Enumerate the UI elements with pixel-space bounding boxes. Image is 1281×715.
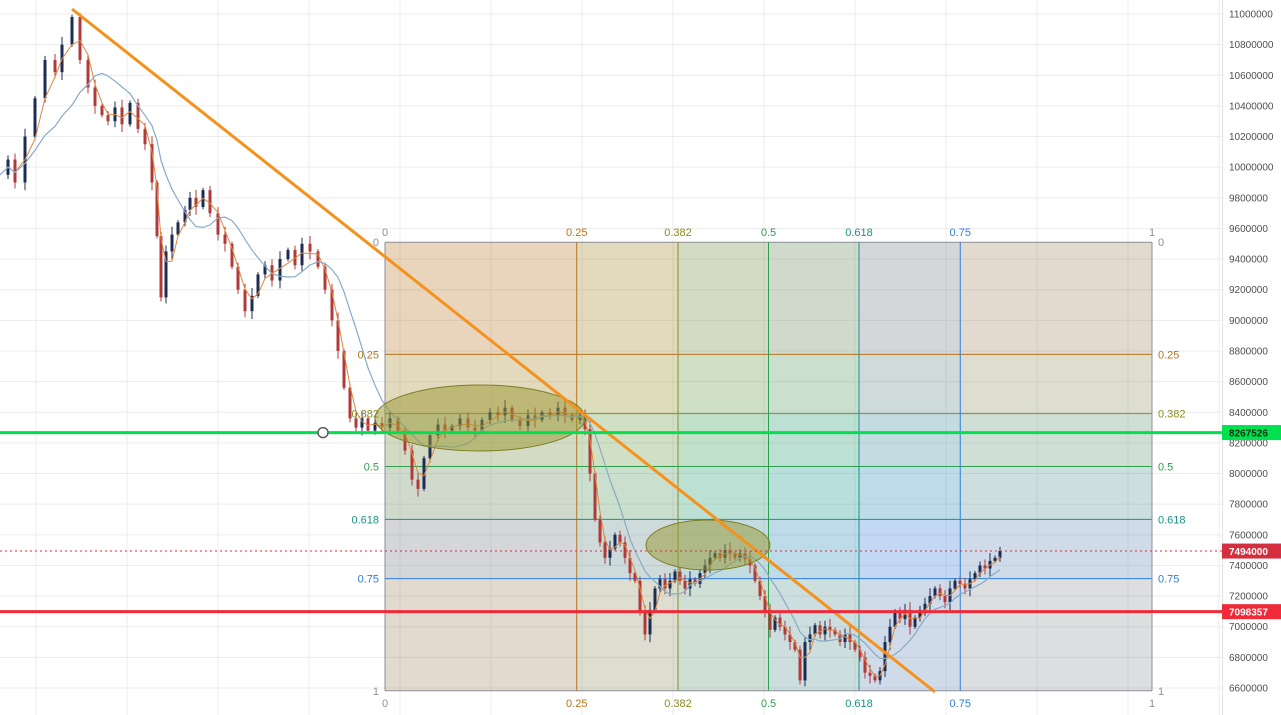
highlight-ellipse[interactable] (374, 384, 586, 452)
fib-label: 0.382 (664, 698, 692, 710)
fib-label: 0 (382, 698, 388, 710)
fib-label: 0.382 (1158, 409, 1186, 421)
fib-label: 0 (373, 237, 379, 249)
axis-tick-label: 10400000 (1229, 101, 1274, 112)
fib-label: 0.5 (761, 227, 776, 239)
fib-label: 0.618 (845, 698, 873, 710)
fib-label: 0.618 (1158, 514, 1186, 526)
red-level-line-price-tag: 7098357 (1222, 604, 1281, 620)
grid-lines (0, 0, 1222, 715)
fib-label: 0.5 (364, 461, 379, 473)
fib-label: 0 (382, 227, 388, 239)
ma-slow-line (0, 72, 1001, 660)
fib-label: 0.25 (1158, 349, 1179, 361)
fib-label: 1 (1149, 227, 1155, 239)
axis-tick-label: 6800000 (1229, 653, 1268, 664)
axis-tick-label: 9600000 (1229, 224, 1268, 235)
axis-tick-label: 11000000 (1229, 10, 1273, 21)
axis-tick-label: 7600000 (1229, 530, 1268, 541)
axis-tick-label: 8200000 (1229, 438, 1268, 449)
svg-text:8267526: 8267526 (1229, 429, 1268, 440)
price-axis[interactable]: 11000000 10800000 10600000 10400000 10200000… (1222, 0, 1281, 715)
axis-tick-label: 7400000 (1229, 561, 1268, 572)
axis-tick-label: 9800000 (1229, 193, 1268, 204)
axis-tick-label: 9200000 (1229, 285, 1268, 296)
green-level-line-price-tag: 8267526 (1222, 425, 1281, 441)
axis-tick-label: 8600000 (1229, 377, 1268, 388)
axis-tick-label: 10200000 (1229, 132, 1274, 143)
axis-tick-label: 7200000 (1229, 592, 1268, 603)
axis-tick-label: 8800000 (1229, 347, 1268, 358)
fib-label: 1 (1158, 686, 1164, 698)
axis-tick-label: 8000000 (1229, 469, 1268, 480)
axis-tick-label: 10600000 (1229, 71, 1274, 82)
fib-label: 0.75 (1158, 574, 1179, 586)
fib-label: 0.382 (664, 227, 692, 239)
fib-label: 0.75 (950, 227, 971, 239)
axis-tick-label: 9000000 (1229, 316, 1268, 327)
fib-label: 0.75 (950, 698, 971, 710)
highlight-ellipse[interactable] (645, 519, 771, 571)
fib-label: 0.618 (845, 227, 873, 239)
fib-label: 0 (1158, 237, 1164, 249)
fib-label: 0.75 (358, 574, 379, 586)
axis-tick-label: 10800000 (1229, 40, 1274, 51)
axis-tick-label: 7000000 (1229, 622, 1268, 633)
fib-label: 0.25 (566, 227, 587, 239)
svg-text:7098357: 7098357 (1229, 608, 1268, 619)
fib-label: 0.5 (761, 698, 776, 710)
fib-label: 0.618 (351, 514, 379, 526)
last-price-line-price-tag: 7494000 (1222, 543, 1281, 559)
line-drag-handle[interactable] (317, 426, 329, 439)
fib-label: 1 (1149, 698, 1155, 710)
fib-retracement[interactable] (384, 241, 1153, 692)
horizontal-lines[interactable] (0, 426, 1222, 614)
ma-fast-line (0, 39, 1001, 677)
svg-text:7494000: 7494000 (1229, 547, 1268, 558)
axis-tick-label: 8400000 (1229, 408, 1268, 419)
axis-tick-label: 6600000 (1229, 684, 1268, 695)
axis-tick-label: 9400000 (1229, 255, 1268, 266)
fib-label: 0.25 (358, 349, 379, 361)
fib-label: 1 (373, 686, 379, 698)
trend-line[interactable] (71, 7, 936, 694)
fib-label: 0.5 (1158, 461, 1173, 473)
fib-label: 0.382 (351, 409, 379, 421)
axis-tick-label: 10000000 (1229, 163, 1274, 174)
fib-label: 0.25 (566, 698, 587, 710)
axis-tick-label: 7800000 (1229, 500, 1268, 511)
